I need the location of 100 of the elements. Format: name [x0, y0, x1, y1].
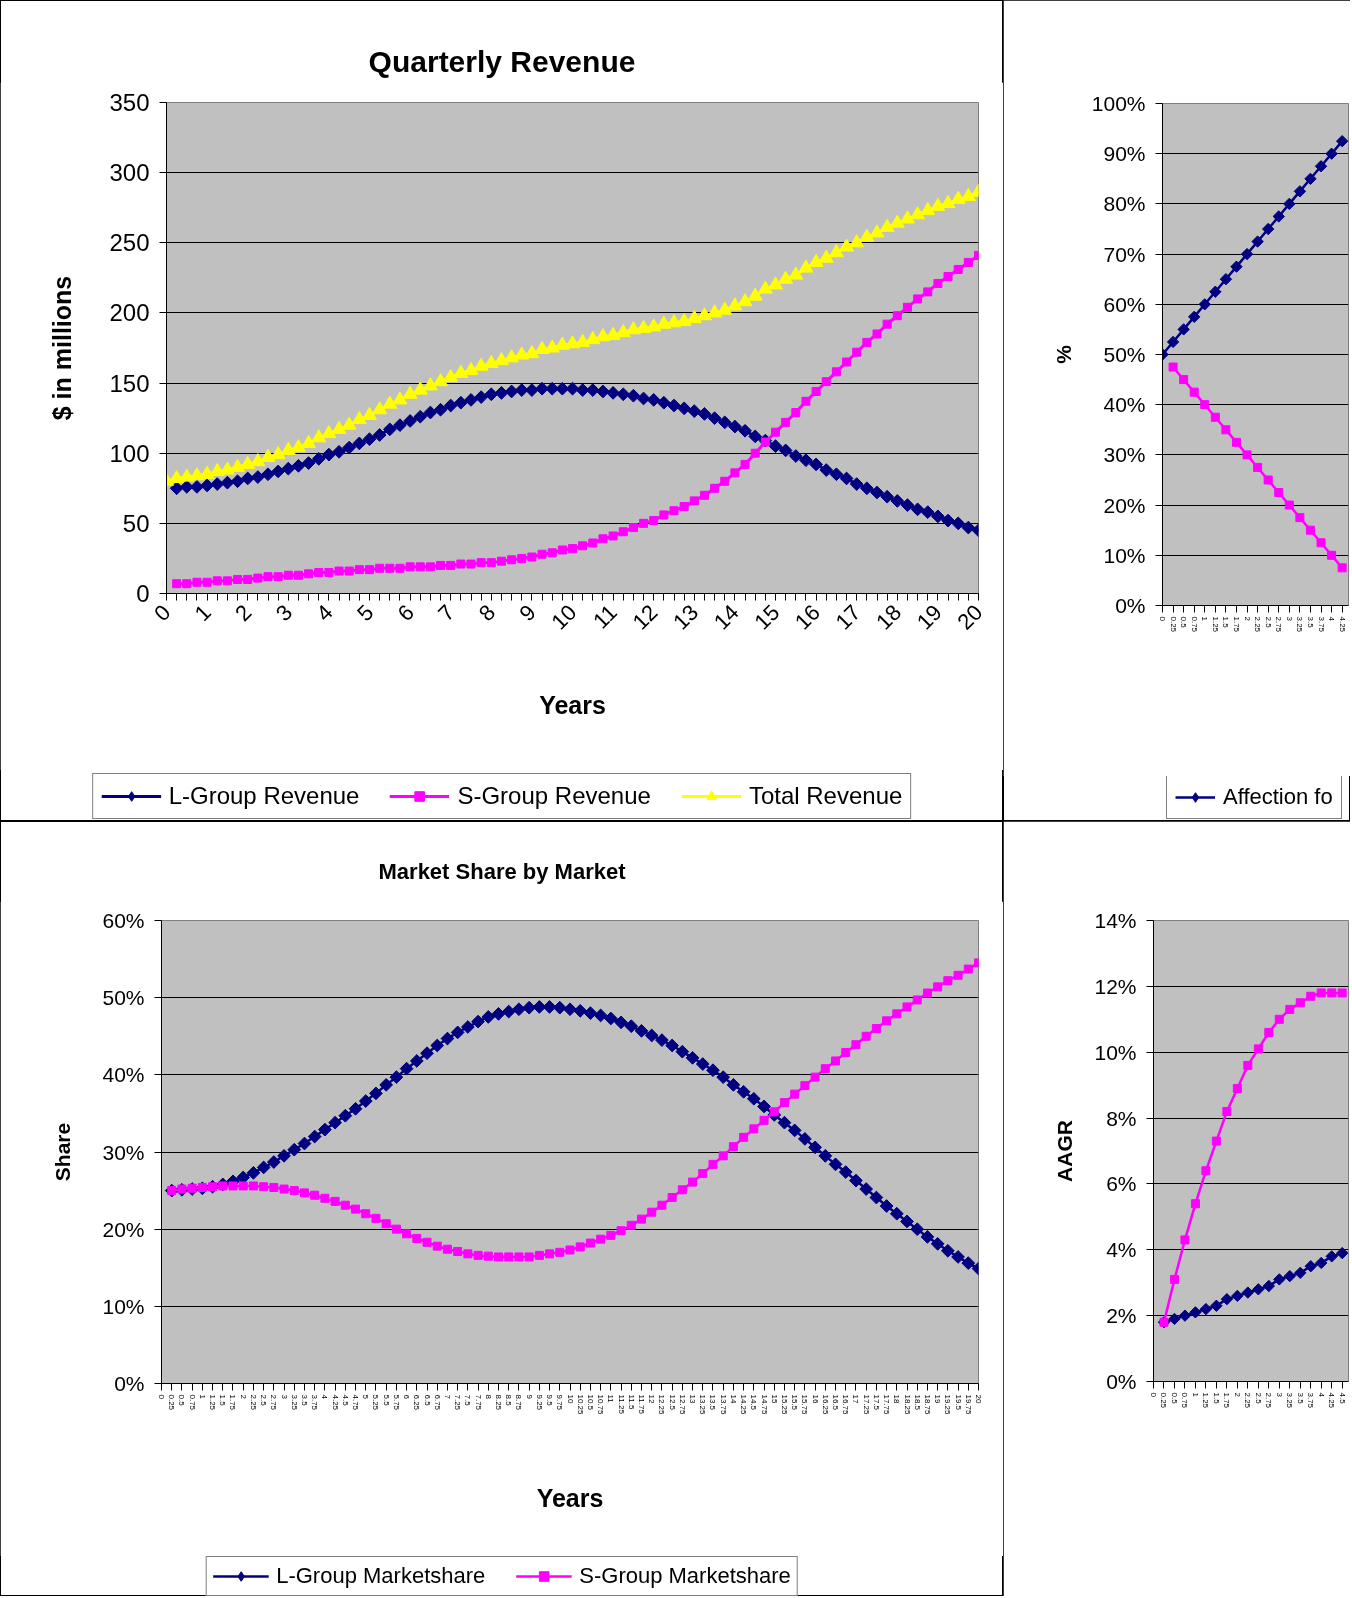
x-tick-label: 4.25	[1337, 616, 1347, 633]
legend-label: S-Group Revenue	[457, 781, 651, 810]
y-tick-label: 350	[109, 89, 150, 116]
x-tick-label: 19.75	[963, 1394, 973, 1416]
x-tick-label: 1	[1190, 1392, 1200, 1398]
y-tick-label: 0%	[114, 1372, 145, 1395]
x-tick-label: 9.5	[545, 1394, 555, 1407]
x-tick-label: 18	[892, 1394, 902, 1404]
x-tick-label: 3.5	[1305, 616, 1315, 629]
x-tick-label: 4.5	[340, 1394, 350, 1407]
x-tick-label: 4.5	[1337, 1392, 1347, 1405]
y-axis-title: Share	[51, 1122, 75, 1182]
x-tick-label: 17.5	[871, 1394, 881, 1411]
y-tick-label: 300	[109, 159, 150, 187]
x-tick-label: 2.25	[248, 1394, 258, 1411]
x-tick-label: 11	[606, 1394, 616, 1404]
x-tick-label: 15	[769, 1394, 779, 1404]
legend-label: Affection fo	[1223, 784, 1333, 810]
x-tick-label: 18.75	[922, 1394, 932, 1416]
x-tick-label: 0.25	[1159, 1392, 1169, 1409]
x-tick-label: 8	[473, 599, 501, 626]
x-tick-label: 19	[933, 1394, 943, 1404]
y-axis-title: %	[1051, 344, 1075, 364]
x-tick-label: 14	[728, 1394, 738, 1404]
x-tick-label: 0.25	[1168, 616, 1178, 633]
y-tick-label: 8%	[1106, 1106, 1137, 1130]
x-tick-label: 16	[789, 599, 825, 635]
x-tick-label: 8.75	[514, 1394, 524, 1411]
x-tick-label: 0.75	[1180, 1392, 1190, 1409]
x-tick-label: 2	[238, 1394, 248, 1400]
x-tick-label: 13.75	[718, 1394, 728, 1416]
x-tick-label: 3.75	[1306, 1392, 1316, 1409]
x-tick-label: 17	[851, 1394, 861, 1404]
x-tick-label: 2.25	[1243, 1392, 1253, 1409]
x-tick-label: 3.5	[1295, 1392, 1305, 1405]
x-tick-label: 19	[911, 599, 947, 635]
x-tick-label: 17.25	[861, 1394, 871, 1416]
x-tick-label: 5.5	[381, 1394, 391, 1407]
x-tick-label: 4	[1316, 1392, 1326, 1398]
y-tick-label: 100%	[1091, 92, 1146, 115]
y-tick-label: 90%	[1103, 142, 1146, 166]
x-tick-label: 4.25	[330, 1394, 340, 1411]
x-axis-title: Years	[539, 691, 606, 720]
x-tick-label: 17	[830, 599, 866, 635]
x-tick-label: 0	[1149, 1392, 1158, 1398]
x-tick-label: 2.25	[1253, 616, 1263, 633]
x-tick-label: 9	[524, 1394, 534, 1400]
x-tick-label: 20	[952, 599, 988, 635]
x-tick-label: 13	[668, 599, 704, 635]
x-tick-label: 3.25	[1295, 616, 1305, 633]
y-tick-label: 12%	[1094, 974, 1137, 998]
x-tick-label: 1.5	[218, 1394, 228, 1407]
x-tick-label: 10.75	[596, 1394, 606, 1416]
x-tick-label: 1.25	[208, 1394, 218, 1411]
y-tick-label: 70%	[1103, 242, 1146, 266]
x-tick-label: 19.5	[953, 1394, 963, 1411]
x-tick-label: 3.5	[299, 1394, 309, 1407]
chart-title: Market Share by Market	[378, 858, 627, 884]
y-tick-label: 6%	[1106, 1172, 1137, 1196]
x-tick-label: 1.25	[1201, 1392, 1211, 1409]
x-tick-label: 11.5	[626, 1394, 636, 1411]
x-tick-label: 0.75	[1189, 616, 1199, 633]
x-tick-label: 8.25	[494, 1394, 504, 1411]
x-tick-label: 2.75	[1264, 1392, 1274, 1409]
x-tick-label: 13.25	[698, 1394, 708, 1416]
x-tick-label: 3	[1274, 1392, 1284, 1398]
x-tick-label: 2.5	[259, 1394, 269, 1407]
legend-label: L-Group Marketshare	[276, 1563, 486, 1589]
legend-label: Total Revenue	[748, 781, 903, 810]
legend-label: S-Group Marketshare	[579, 1563, 791, 1589]
x-tick-label: 8.5	[504, 1394, 514, 1407]
x-tick-label: 3	[1284, 616, 1294, 622]
x-tick-label: 0.5	[1179, 616, 1189, 629]
x-tick-label: 2	[1242, 616, 1252, 622]
x-tick-label: 11.75	[636, 1394, 646, 1415]
x-tick-label: 13	[688, 1394, 698, 1404]
x-tick-label: 7.25	[453, 1394, 463, 1411]
x-tick-label: 2	[230, 599, 257, 626]
y-tick-label: 30%	[102, 1140, 145, 1164]
x-tick-label: 13.5	[708, 1394, 718, 1411]
x-tick-label: 3.75	[310, 1394, 320, 1411]
x-tick-label: 1	[197, 1394, 207, 1400]
x-tick-label: 1.75	[1231, 616, 1241, 633]
x-tick-label: 2.5	[1253, 1392, 1263, 1405]
x-tick-label: 1.75	[1222, 1392, 1232, 1409]
x-tick-label: 14.75	[759, 1394, 769, 1416]
x-tick-label: 15.75	[800, 1394, 810, 1416]
x-tick-label: 9.75	[555, 1394, 565, 1411]
y-tick-label: 150	[109, 369, 150, 397]
x-tick-label: 10.5	[585, 1394, 595, 1411]
x-tick-label: 10	[565, 1394, 575, 1404]
x-tick-label: 9	[514, 599, 541, 626]
x-tick-label: 14.25	[739, 1394, 749, 1416]
y-tick-label: 200	[109, 299, 150, 327]
x-tick-label: 6.25	[412, 1394, 422, 1411]
point	[1168, 362, 1178, 372]
x-tick-label: 11.25	[616, 1394, 626, 1415]
x-tick-label: 1	[189, 599, 216, 626]
y-axis-title: $ in millions	[48, 275, 77, 421]
x-tick-label: 3.25	[289, 1394, 299, 1411]
